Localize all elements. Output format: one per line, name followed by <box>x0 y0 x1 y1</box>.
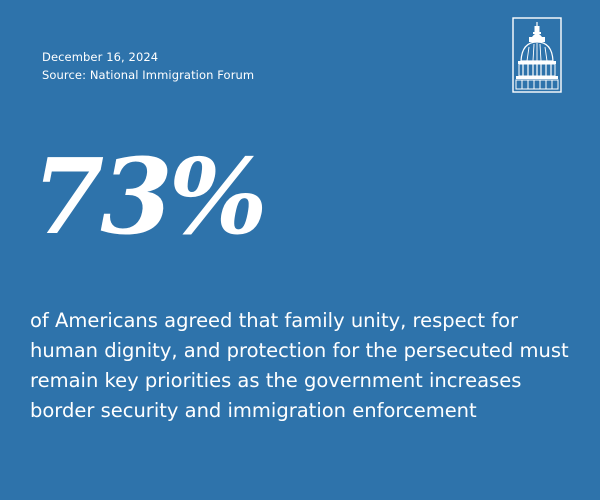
stat-description: of Americans agreed that family unity, r… <box>30 309 569 422</box>
date-label: December 16, 2024 <box>42 50 159 64</box>
source-label: Source: National Immigration Forum <box>42 68 255 82</box>
capitol-dome-icon <box>512 17 562 93</box>
header-meta: December 16, 2024 Source: National Immig… <box>42 48 254 84</box>
stat-percentage: 73% <box>32 135 268 258</box>
